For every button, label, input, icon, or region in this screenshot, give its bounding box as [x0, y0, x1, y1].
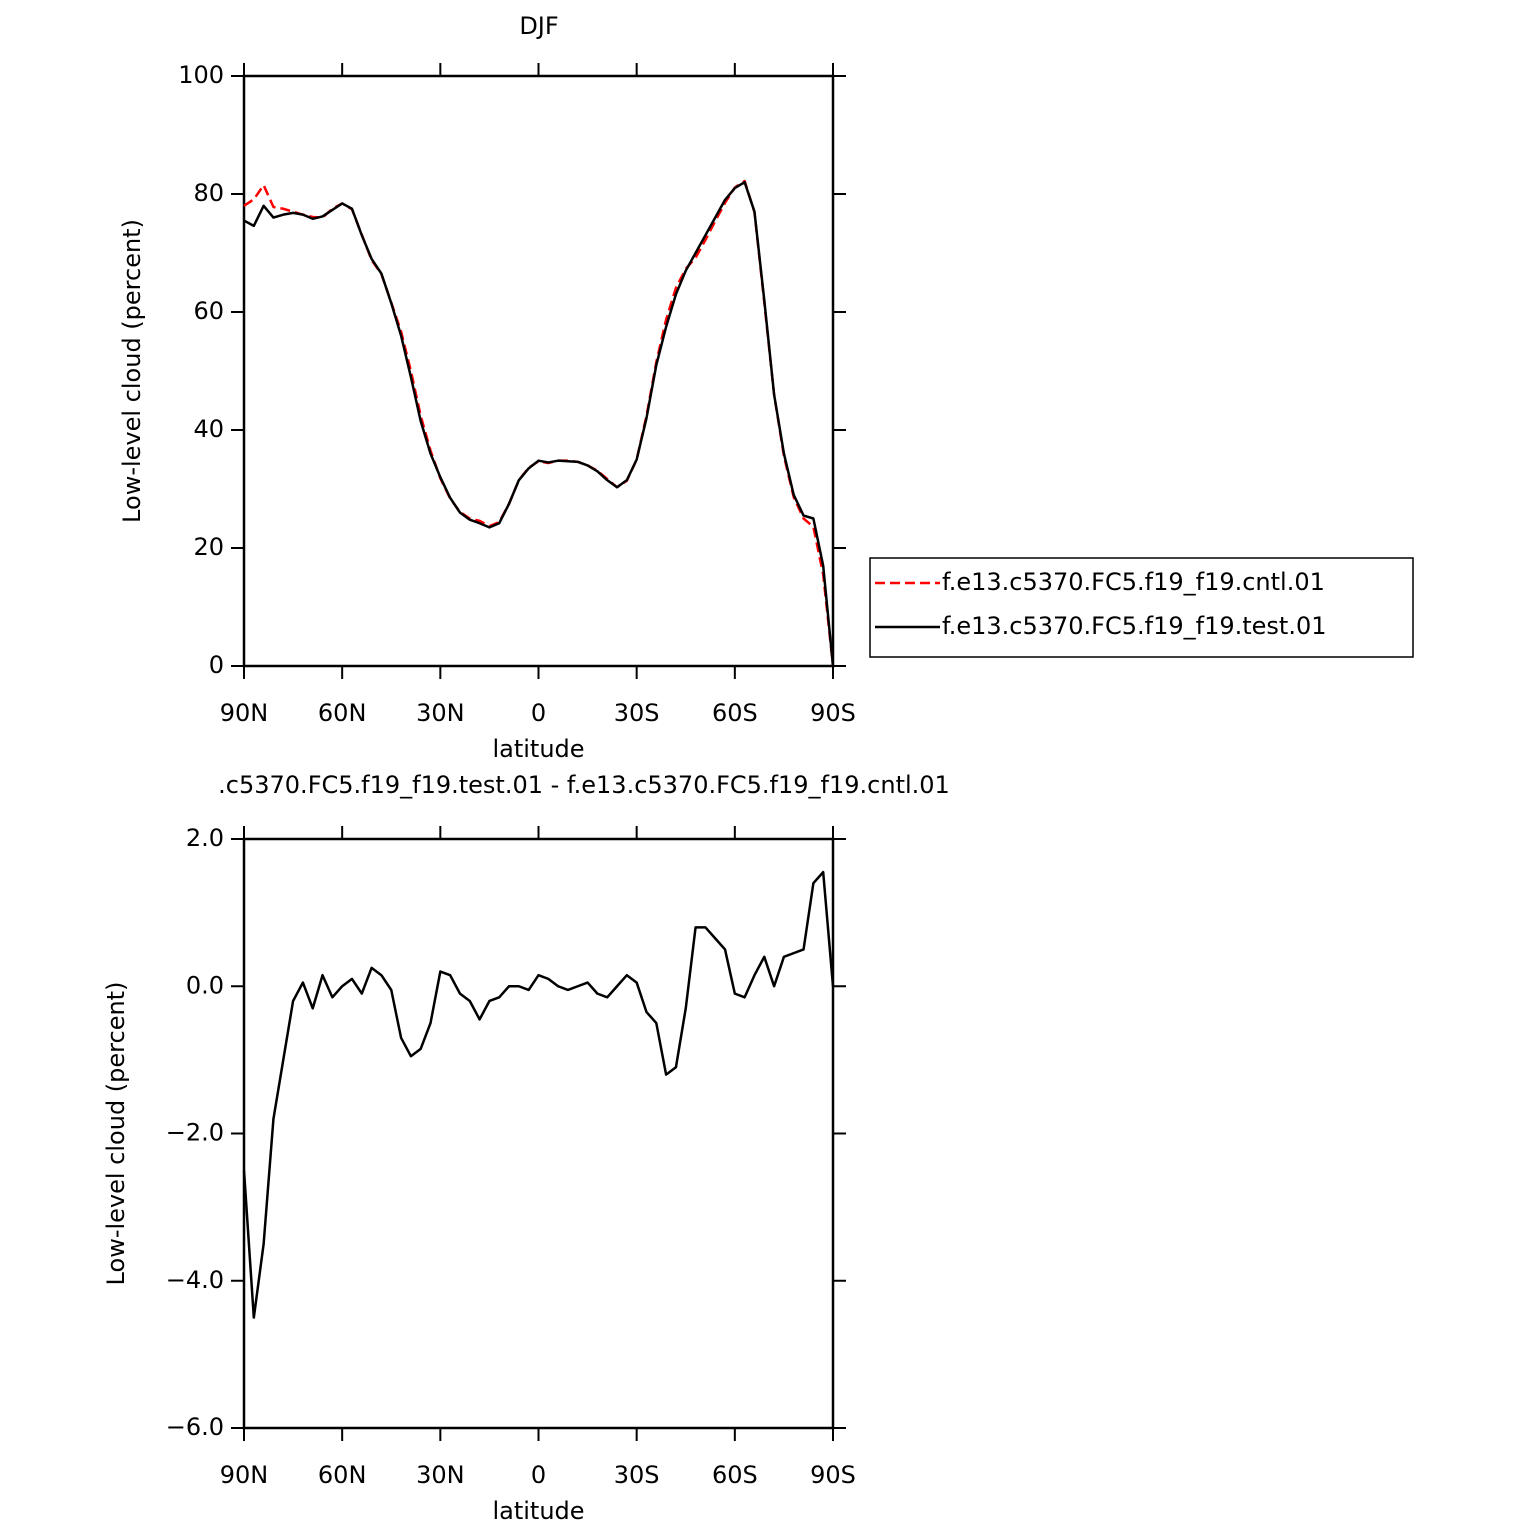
x-tick-label: 60N [318, 1461, 367, 1489]
plot-frame [242, 74, 835, 668]
y-tick-label: 40 [193, 415, 224, 443]
x-tick-label: 90S [810, 1461, 856, 1489]
chart-title: .c5370.FC5.f19_f19.test.01 - f.e13.c5370… [218, 771, 950, 799]
x-tick-label: 60S [712, 1461, 758, 1489]
x-tick-label: 60N [318, 699, 367, 727]
x-axis-label: latitude [492, 1497, 584, 1525]
x-tick-label: 30S [614, 1461, 660, 1489]
x-axis-label: latitude [492, 735, 584, 763]
y-tick-label: −4.0 [166, 1266, 224, 1294]
y-tick-label: −2.0 [166, 1119, 224, 1147]
x-tick-label: 0 [531, 699, 546, 727]
y-tick-label: −6.0 [166, 1413, 224, 1441]
x-tick-label: 90S [810, 699, 856, 727]
y-tick-label: 80 [193, 179, 224, 207]
y-tick-label: 2.0 [186, 824, 224, 852]
x-tick-label: 0 [531, 1461, 546, 1489]
y-axis-label: Low-level cloud (percent) [118, 219, 146, 523]
legend-label: f.e13.c5370.FC5.f19_f19.test.01 [942, 612, 1327, 640]
x-tick-label: 90N [220, 699, 269, 727]
y-tick-label: 0 [209, 651, 224, 679]
chart-title: DJF [519, 12, 558, 40]
x-tick-label: 90N [220, 1461, 269, 1489]
x-tick-label: 30N [416, 699, 465, 727]
data-line [242, 870, 835, 1319]
y-tick-label: 0.0 [186, 971, 224, 999]
x-tick-label: 30N [416, 1461, 465, 1489]
data-line [243, 179, 835, 667]
y-tick-label: 20 [193, 533, 224, 561]
y-tick-label: 100 [178, 61, 224, 89]
legend-box [869, 557, 1414, 658]
x-tick-label: 60S [712, 699, 758, 727]
x-tick-label: 30S [614, 699, 660, 727]
legend-label: f.e13.c5370.FC5.f19_f19.cntl.01 [942, 568, 1325, 596]
data-line [243, 180, 835, 667]
y-tick-label: 60 [193, 297, 224, 325]
y-axis-label: Low-level cloud (percent) [102, 982, 130, 1286]
plot-frame [242, 837, 835, 1430]
